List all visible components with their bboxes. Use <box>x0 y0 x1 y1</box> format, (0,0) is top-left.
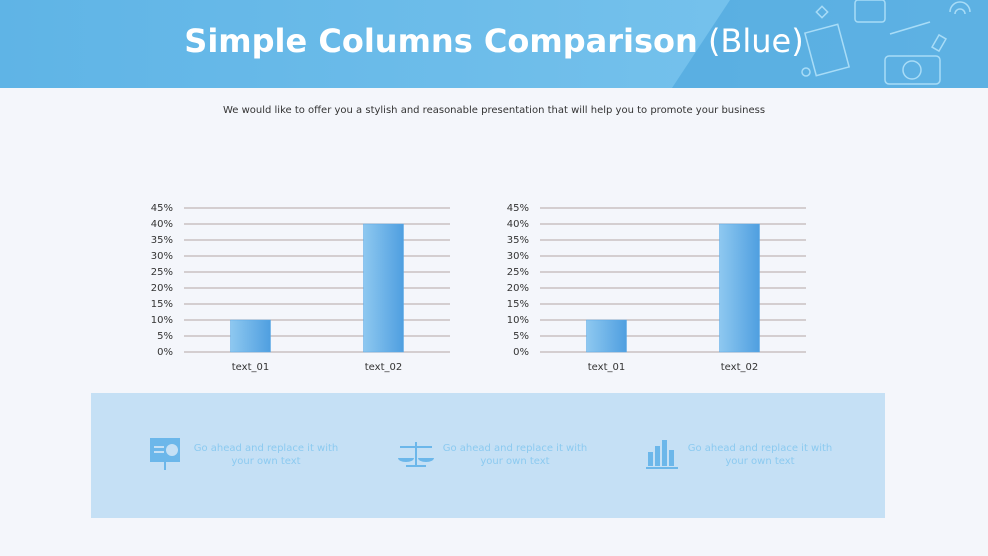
bar <box>586 319 627 353</box>
x-tick-label: text_02 <box>365 362 402 373</box>
y-tick-label: 15% <box>507 299 529 310</box>
y-tick-label: 30% <box>507 251 529 262</box>
y-tick-label: 40% <box>151 219 173 230</box>
feature-text: Go ahead and replace it with <box>443 443 588 454</box>
feature-text: your own text <box>480 456 549 467</box>
y-tick-label: 0% <box>513 347 529 358</box>
y-tick-label: 30% <box>151 251 173 262</box>
feature-text: your own text <box>725 456 794 467</box>
header-icons <box>801 0 971 85</box>
icon-bars <box>646 440 678 469</box>
y-tick-label: 10% <box>507 315 529 326</box>
y-tick-label: 5% <box>157 331 173 342</box>
y-tick-label: 35% <box>507 235 529 246</box>
title: Simple Columns Comparison (Blue) <box>184 22 803 60</box>
y-tick-label: 45% <box>507 203 529 214</box>
y-tick-label: 35% <box>151 235 173 246</box>
feature-text: Go ahead and replace it with <box>194 443 339 454</box>
icon-presentation <box>150 438 180 470</box>
y-tick-label: 45% <box>151 203 173 214</box>
y-tick-label: 0% <box>157 347 173 358</box>
x-tick-label: text_02 <box>721 362 758 373</box>
y-tick-label: 25% <box>507 267 529 278</box>
y-tick-label: 5% <box>513 331 529 342</box>
y-tick-label: 20% <box>151 283 173 294</box>
feature-text: Go ahead and replace it with <box>688 443 833 454</box>
bar <box>230 319 271 353</box>
x-tick-label: text_01 <box>588 362 625 373</box>
y-tick-label: 40% <box>507 219 529 230</box>
y-tick-label: 25% <box>151 267 173 278</box>
title-note: (Blue) <box>708 22 804 60</box>
y-tick-label: 15% <box>151 299 173 310</box>
y-tick-label: 20% <box>507 283 529 294</box>
title-main: Simple Columns Comparison <box>184 22 697 60</box>
bar <box>719 223 760 353</box>
header-deco <box>672 0 988 88</box>
feature-panel <box>91 393 885 518</box>
icon-scales <box>398 442 434 467</box>
x-tick-label: text_01 <box>232 362 269 373</box>
subtitle: We would like to offer you a stylish and… <box>223 105 765 116</box>
bar <box>363 223 404 353</box>
feature-text: your own text <box>231 456 300 467</box>
y-tick-label: 10% <box>151 315 173 326</box>
